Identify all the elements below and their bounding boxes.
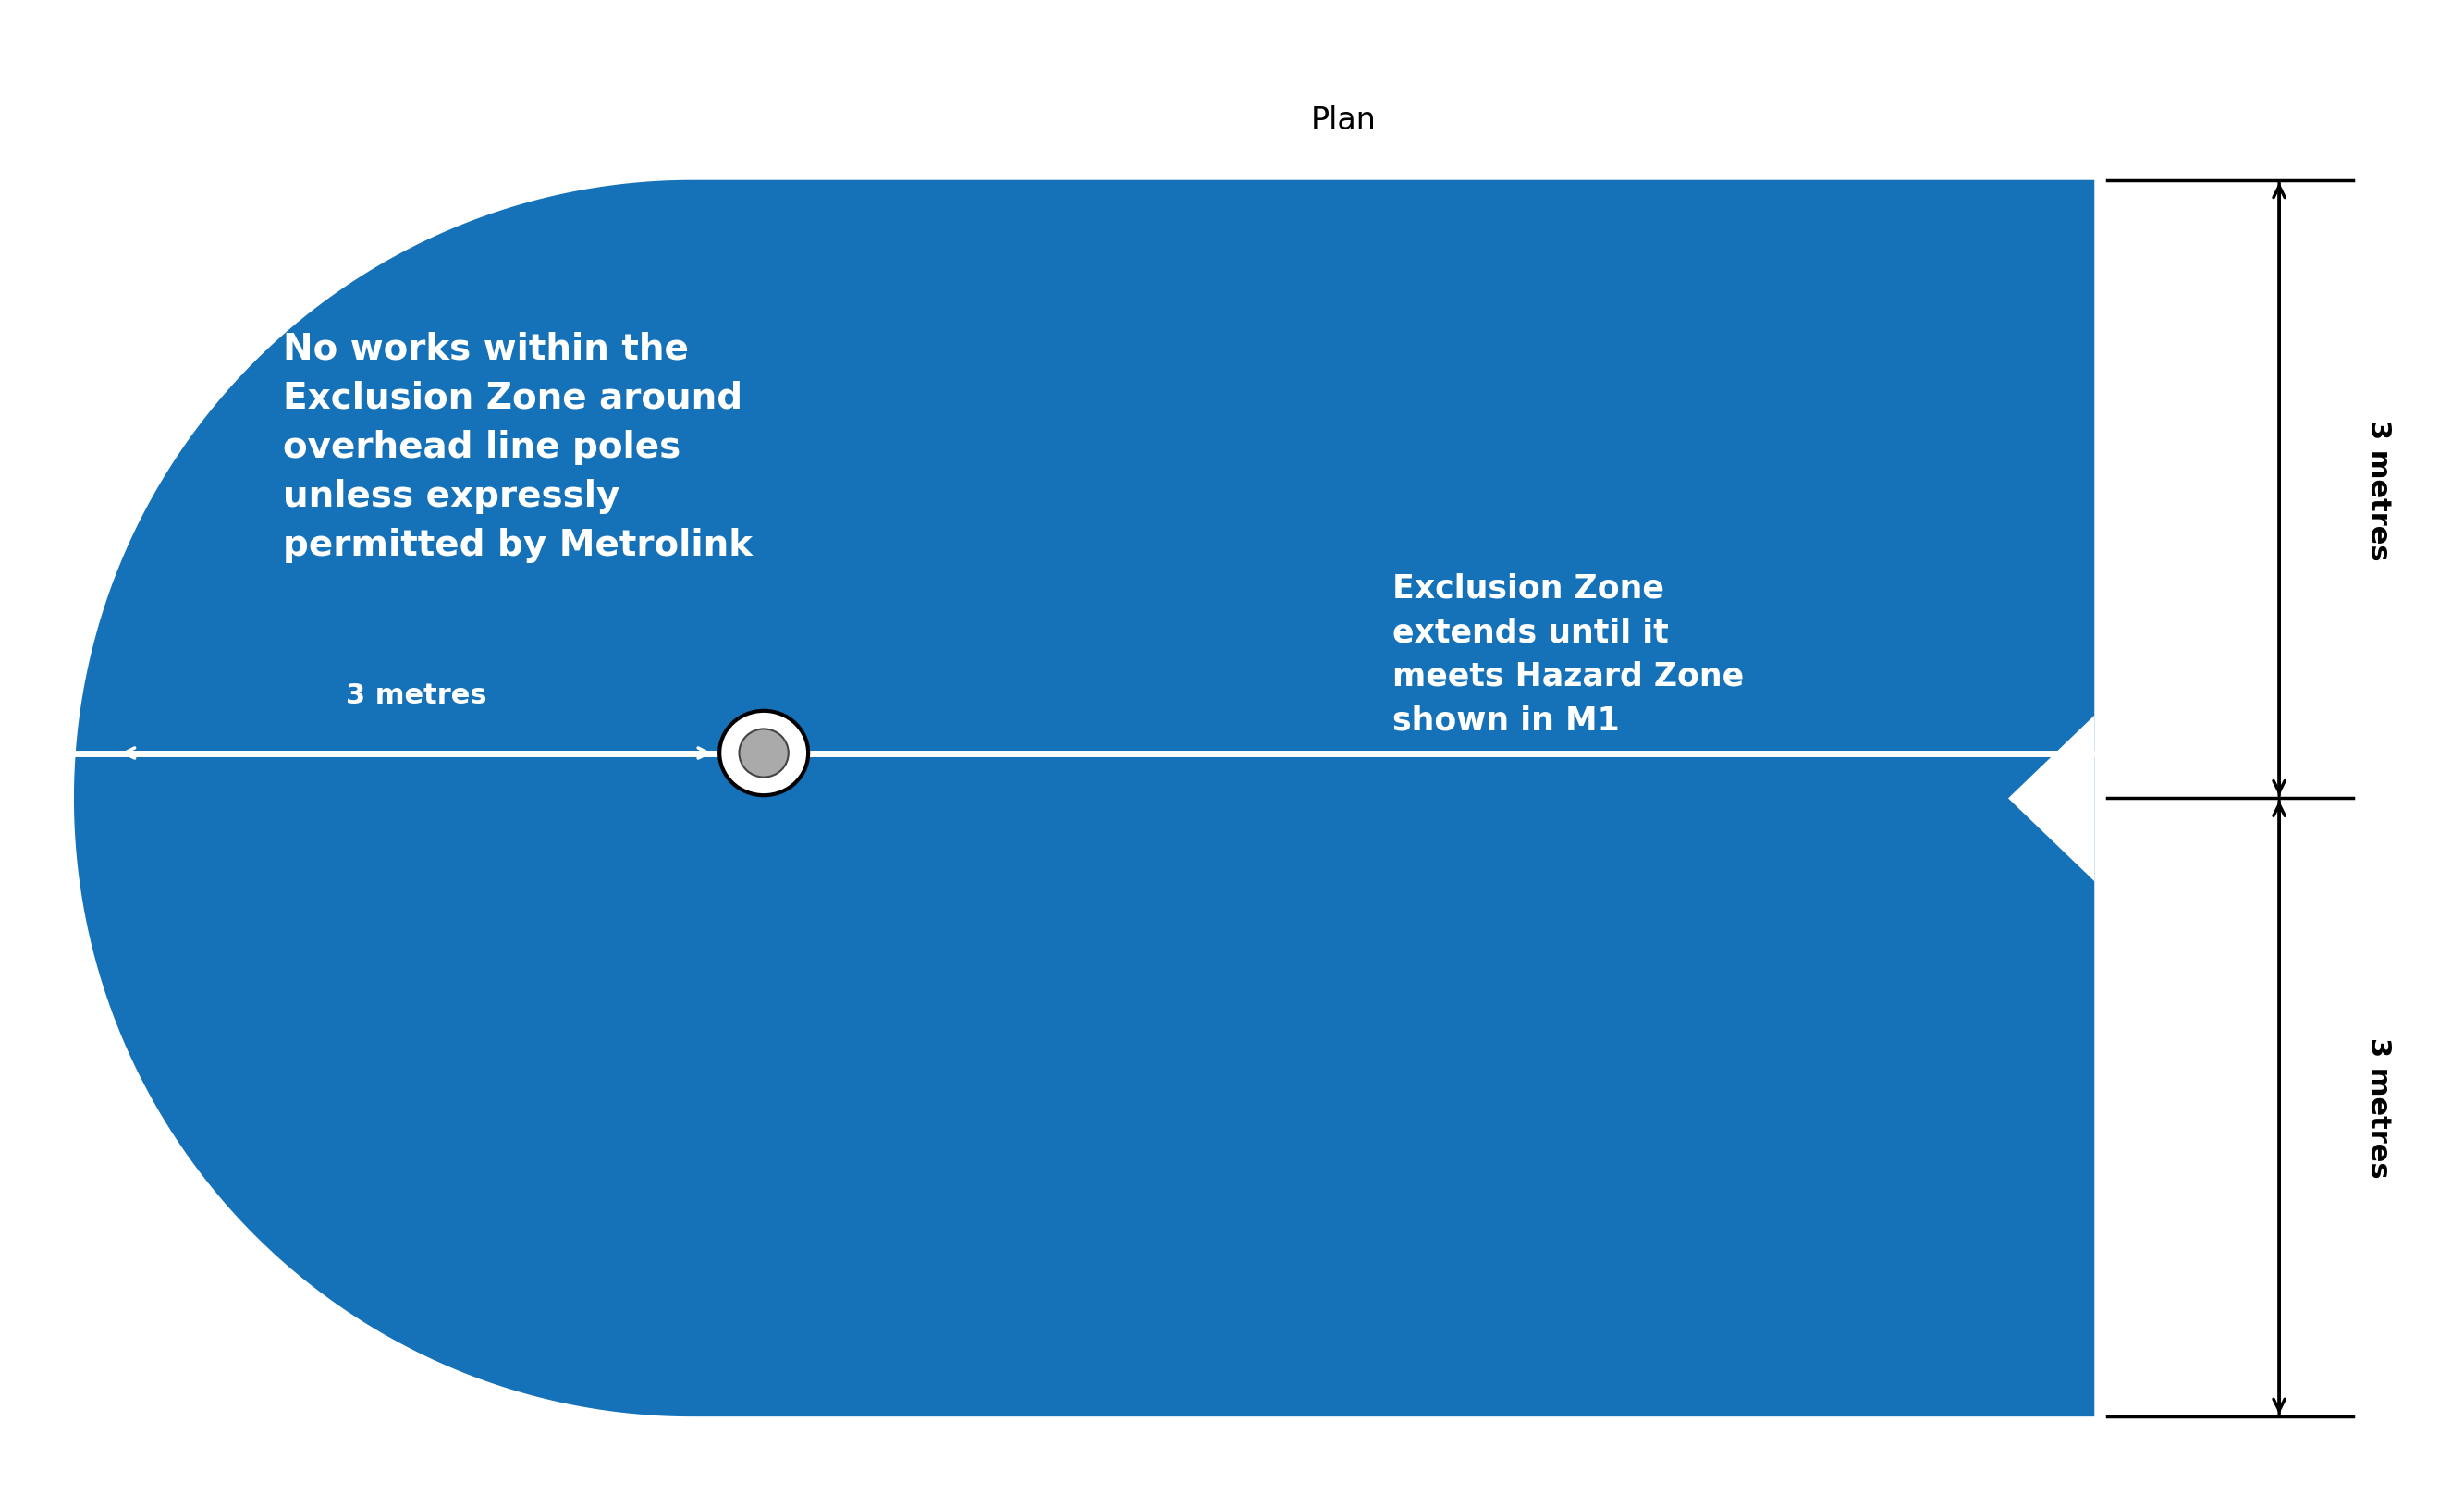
Ellipse shape xyxy=(739,729,788,778)
Text: Exclusion Zone
extends until it
meets Hazard Zone
shown in M1: Exclusion Zone extends until it meets Ha… xyxy=(1392,573,1745,735)
Text: No works within the
Exclusion Zone around
overhead line poles
unless expressly
p: No works within the Exclusion Zone aroun… xyxy=(283,332,754,562)
Text: 3 metres: 3 metres xyxy=(2365,419,2393,561)
Text: 3 metres: 3 metres xyxy=(2365,1037,2393,1178)
Text: Plan: Plan xyxy=(1311,105,1377,136)
Ellipse shape xyxy=(719,711,808,796)
Polygon shape xyxy=(2008,716,2094,882)
Polygon shape xyxy=(74,181,2094,1417)
Text: 3 metres: 3 metres xyxy=(345,681,488,708)
